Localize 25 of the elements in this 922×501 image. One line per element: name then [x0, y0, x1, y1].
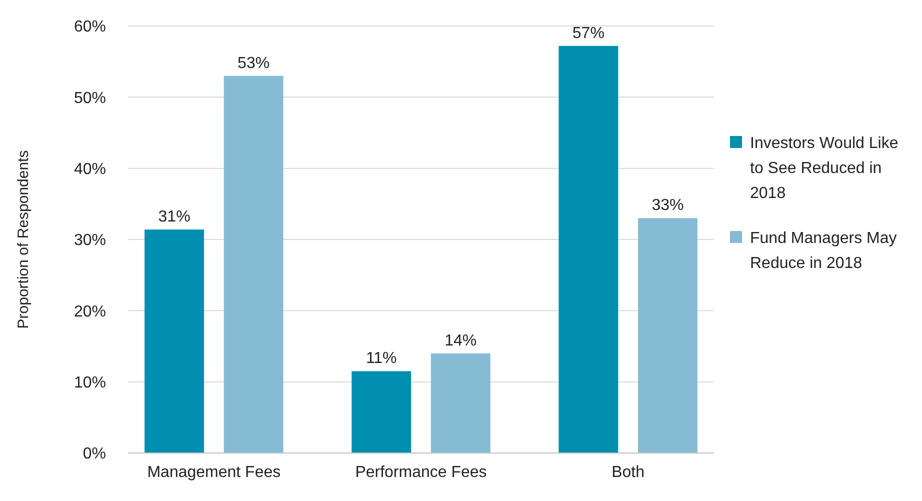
bar — [224, 76, 284, 453]
y-tick-label: 50% — [74, 90, 106, 107]
data-label: 31% — [158, 208, 190, 226]
bar — [144, 230, 204, 453]
x-tick-label: Management Fees — [147, 464, 281, 481]
bar — [558, 46, 618, 453]
data-label: 57% — [572, 24, 604, 42]
y-tick-label: 20% — [74, 303, 106, 320]
data-label: 53% — [238, 54, 270, 72]
data-label: 33% — [652, 197, 684, 214]
bar — [638, 218, 698, 453]
x-tick-label: Performance Fees — [355, 464, 487, 481]
bar — [352, 371, 412, 453]
data-label: 11% — [366, 350, 397, 368]
legend-label: Investors Would Like to See Reduced in 2018 — [750, 135, 898, 202]
data-label: 14% — [444, 332, 477, 350]
legend-label: Fund Managers May Reduce in 2018 — [750, 230, 897, 272]
y-tick-label: 10% — [74, 374, 106, 392]
x-tick-label: Both — [612, 464, 645, 481]
y-tick-label: 30% — [74, 232, 106, 250]
y-tick-label: 60% — [74, 18, 106, 36]
bar — [430, 353, 490, 453]
y-tick-label: 0% — [82, 446, 106, 463]
y-tick-label: 40% — [74, 160, 106, 178]
y-axis-title: Proportion of Respondents — [15, 150, 32, 329]
